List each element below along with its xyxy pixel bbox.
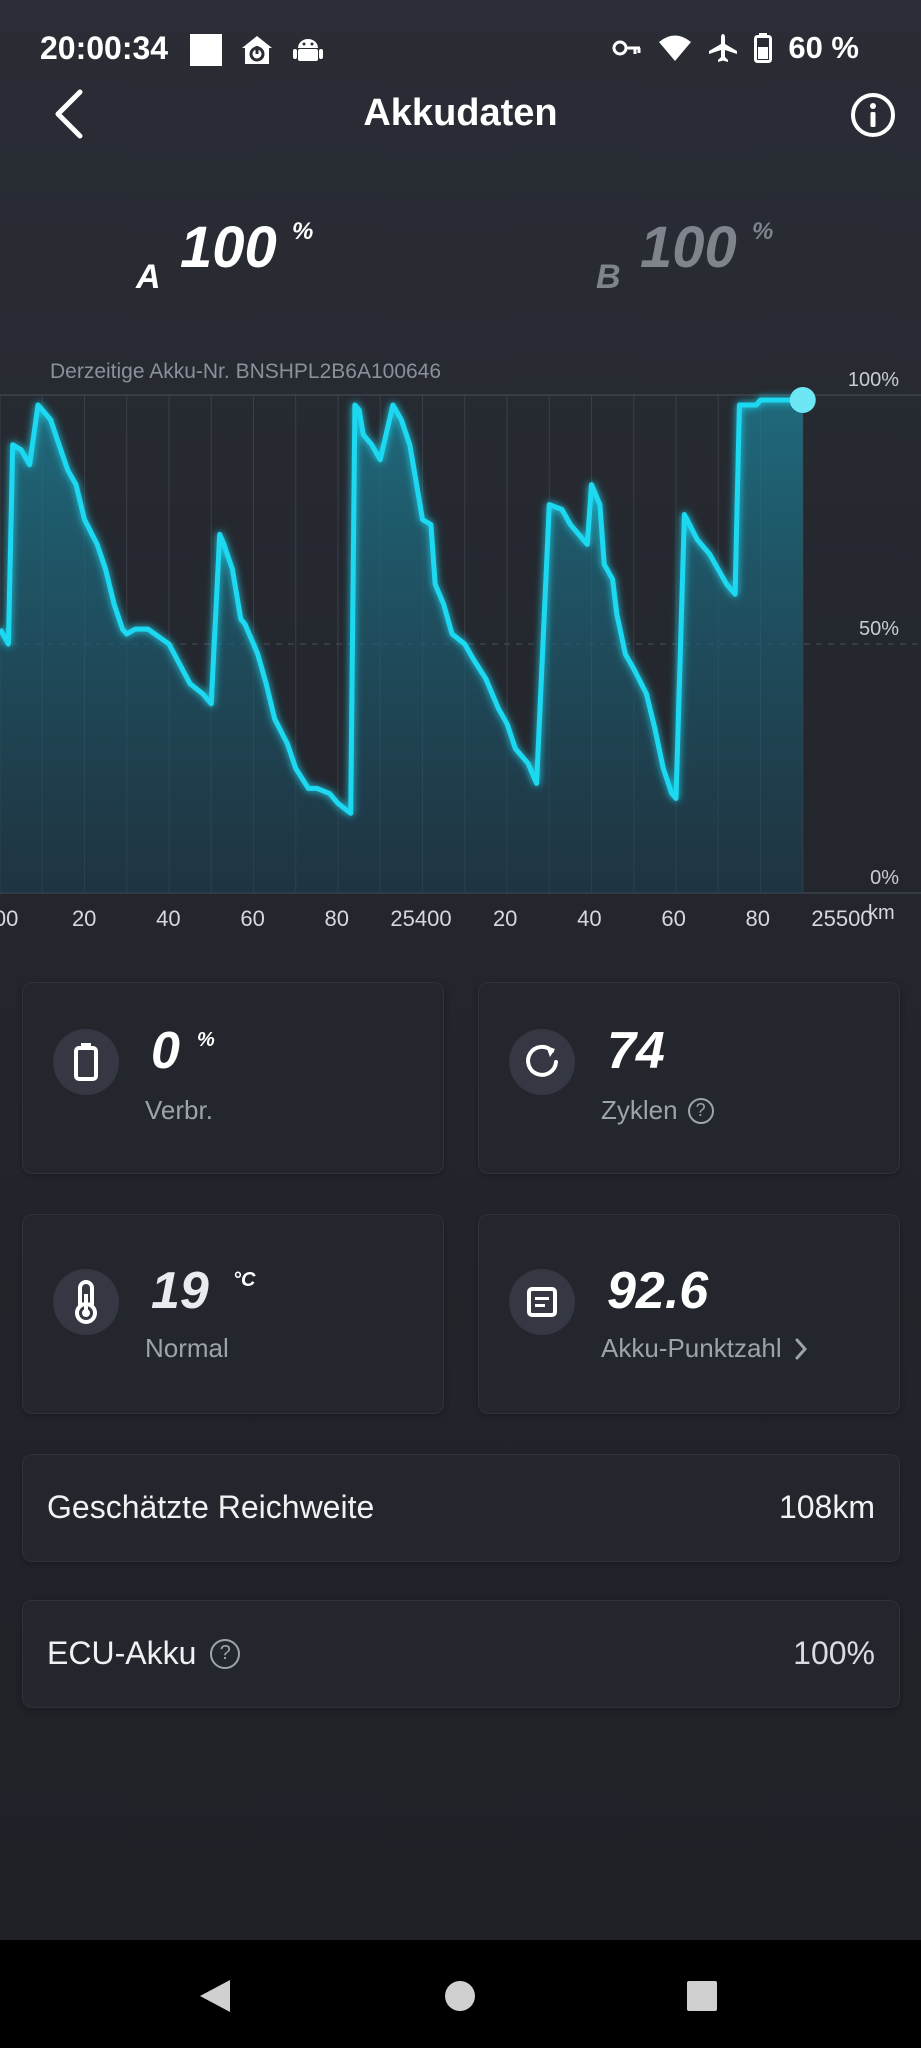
thermometer-icon bbox=[75, 1280, 97, 1324]
x-tick-label: 60 bbox=[661, 906, 686, 931]
consumption-label: Verbr. bbox=[145, 1095, 213, 1126]
y-tick-label: 0% bbox=[870, 867, 899, 889]
range-label-text: Geschätzte Reichweite bbox=[47, 1489, 375, 1525]
temperature-value: 19 bbox=[151, 1262, 209, 1320]
battery-icon-circle bbox=[53, 1029, 119, 1095]
battery-b-value[interactable]: 100 bbox=[640, 215, 737, 280]
battery-a-letter: A bbox=[136, 258, 161, 296]
document-icon-circle bbox=[509, 1269, 575, 1335]
x-tick-label: 20 bbox=[492, 906, 518, 931]
x-tick-label: 60 bbox=[240, 906, 265, 931]
x-tick-label: 40 bbox=[577, 906, 602, 931]
score-card[interactable]: 92.6 Akku-Punktzahl bbox=[478, 1214, 900, 1414]
temperature-label: Normal bbox=[145, 1333, 229, 1364]
nav-back-icon[interactable] bbox=[198, 1978, 232, 2014]
help-icon[interactable]: ? bbox=[210, 1638, 241, 1669]
consumption-value: 0 bbox=[151, 1022, 180, 1080]
ecu-value: 100% bbox=[793, 1635, 875, 1671]
info-icon bbox=[851, 93, 895, 137]
battery-a-unit: % bbox=[292, 218, 314, 245]
y-tick-label: 50% bbox=[858, 618, 899, 640]
thermometer-icon-circle bbox=[53, 1269, 119, 1335]
cycles-label: Zyklen ? bbox=[601, 1095, 714, 1126]
cycle-icon-circle bbox=[509, 1029, 575, 1095]
x-tick-label: 80 bbox=[745, 906, 771, 931]
chart-caption: Derzeitige Akku-Nr. BNSHPL2B6A100646 bbox=[50, 360, 442, 383]
vpn-key-icon bbox=[612, 40, 641, 56]
temperature-unit: °C bbox=[233, 1269, 256, 1291]
notification-square-icon bbox=[190, 34, 222, 66]
home-app-icon bbox=[242, 36, 272, 64]
score-label-text: Akku-Punktzahl bbox=[601, 1333, 782, 1363]
battery-line bbox=[0, 397, 803, 816]
page-title: Akkudaten bbox=[363, 92, 558, 134]
consumption-card: 0 % Verbr. bbox=[22, 982, 444, 1174]
battery-area bbox=[0, 400, 803, 893]
score-value: 92.6 bbox=[607, 1262, 709, 1320]
airplane-mode-icon bbox=[709, 34, 738, 62]
system-nav-bar bbox=[0, 1940, 921, 2048]
consumption-unit: % bbox=[197, 1029, 215, 1051]
back-button[interactable] bbox=[48, 84, 98, 144]
x-tick-label: 25500 bbox=[811, 906, 873, 931]
range-label: Geschätzte Reichweite bbox=[47, 1489, 374, 1526]
cycles-value: 74 bbox=[607, 1022, 665, 1080]
cycles-label-text: Zyklen bbox=[601, 1095, 678, 1125]
ecu-label-text: ECU-Akku bbox=[47, 1635, 197, 1671]
status-right: 60 % bbox=[612, 30, 859, 66]
current-point bbox=[789, 386, 816, 413]
battery-percent: 60 % bbox=[788, 30, 859, 65]
chevron-left-icon bbox=[55, 89, 83, 139]
temperature-label-text: Normal bbox=[145, 1333, 229, 1363]
range-row: Geschätzte Reichweite 108km bbox=[22, 1454, 900, 1562]
temperature-card: 19 °C Normal bbox=[22, 1214, 444, 1414]
x-tick-label: 40 bbox=[156, 906, 181, 931]
nav-recents-icon[interactable] bbox=[686, 1980, 718, 2012]
android-icon bbox=[293, 39, 323, 61]
nav-home-icon[interactable] bbox=[444, 1980, 476, 2012]
x-tick-label: 25400 bbox=[390, 906, 452, 931]
ecu-label: ECU-Akku ? bbox=[47, 1635, 241, 1672]
x-tick-label: 20 bbox=[71, 906, 97, 931]
score-label: Akku-Punktzahl bbox=[601, 1333, 810, 1364]
battery-icon bbox=[754, 33, 773, 63]
status-left-icons bbox=[190, 34, 324, 66]
battery-b-unit: % bbox=[752, 218, 774, 245]
help-icon[interactable]: ? bbox=[687, 1097, 714, 1124]
refresh-icon bbox=[526, 1044, 558, 1077]
ecu-row: ECU-Akku ? 100% bbox=[22, 1600, 900, 1708]
cycles-card: 74 Zyklen ? bbox=[478, 982, 900, 1174]
status-time: 20:00:34 bbox=[40, 30, 169, 66]
chevron-right-icon bbox=[795, 1338, 807, 1359]
x-tick-label: 80 bbox=[324, 906, 350, 931]
battery-level-chart bbox=[0, 386, 921, 894]
range-value: 108km bbox=[778, 1489, 875, 1525]
x-tick-label: 300 bbox=[0, 906, 19, 931]
info-button[interactable] bbox=[850, 92, 896, 138]
consumption-label-text: Verbr. bbox=[145, 1095, 213, 1125]
document-icon bbox=[527, 1287, 557, 1317]
x-axis-unit: km bbox=[868, 902, 895, 924]
battery-outline-icon bbox=[74, 1043, 98, 1081]
y-tick-label: 100% bbox=[847, 369, 899, 391]
wifi-icon bbox=[659, 35, 692, 61]
battery-a-value: 100 bbox=[180, 215, 277, 280]
battery-b-letter[interactable]: B bbox=[596, 258, 621, 296]
